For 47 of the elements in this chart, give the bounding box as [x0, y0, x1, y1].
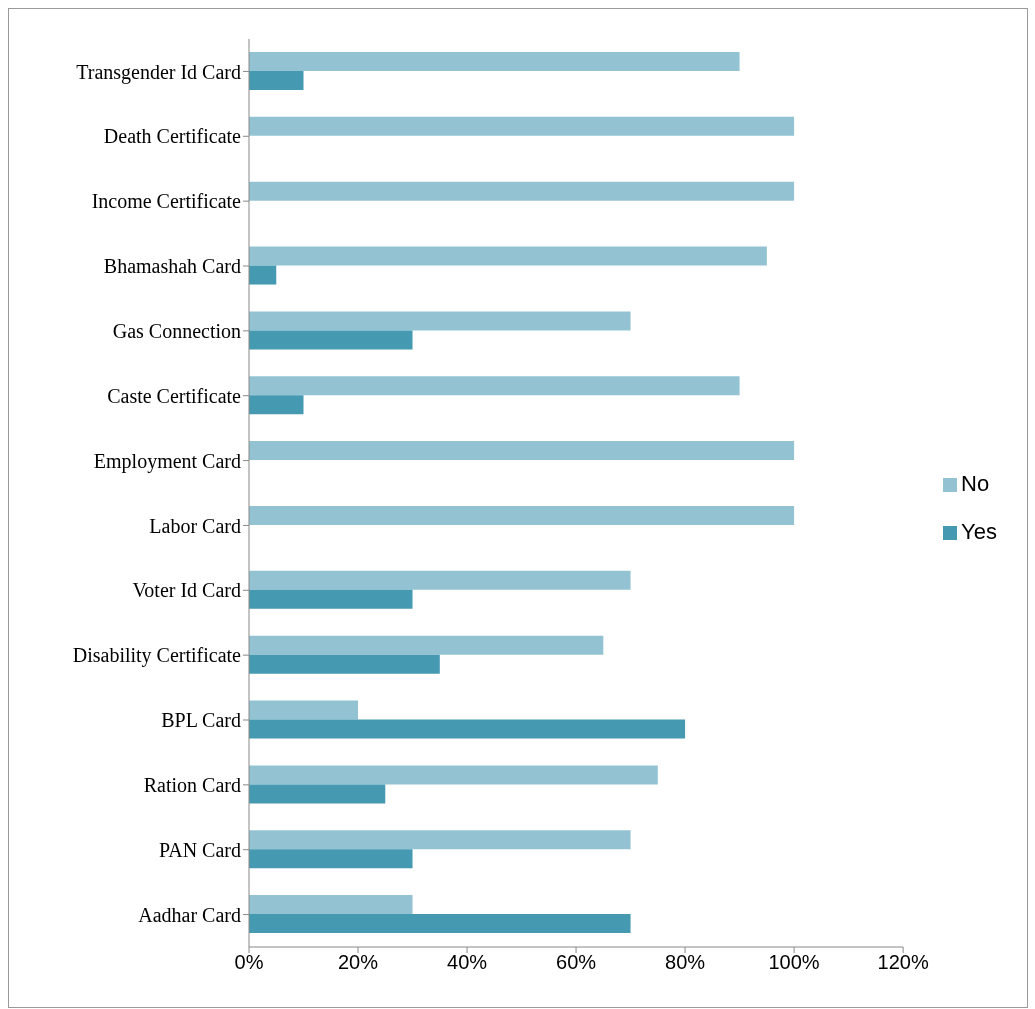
bar	[249, 635, 604, 655]
y-tick-label: Ration Card	[143, 773, 241, 796]
bar	[249, 765, 658, 785]
bar	[249, 654, 440, 674]
bar	[249, 376, 740, 396]
bar	[249, 700, 359, 720]
bar	[249, 914, 631, 934]
bar	[249, 265, 277, 285]
legend-label: Yes	[961, 519, 997, 544]
x-tick-label: 100%	[768, 951, 820, 974]
bar	[249, 505, 795, 525]
y-tick-label: Caste Certificate	[107, 384, 242, 407]
bar	[249, 570, 631, 590]
x-tick-label: 20%	[338, 951, 379, 974]
y-tick-label: Death Certificate	[103, 125, 242, 148]
bar	[249, 311, 631, 331]
y-tick-label: Transgender Id Card	[76, 60, 241, 84]
bar	[249, 719, 686, 739]
y-tick-label: PAN Card	[158, 838, 241, 861]
x-tick-label: 120%	[877, 951, 929, 974]
bar	[249, 70, 304, 90]
y-tick-label: Employment Card	[93, 449, 241, 473]
y-tick-label: Gas Connection	[112, 319, 241, 342]
y-tick-label: Income Certificate	[91, 190, 242, 213]
bar	[249, 849, 413, 869]
x-tick-label: 40%	[447, 951, 488, 974]
y-tick-label: Labor Card	[149, 514, 241, 537]
legend-label: No	[961, 471, 990, 496]
bar	[249, 784, 386, 804]
y-tick-label: Voter Id Card	[132, 579, 241, 602]
bar	[249, 246, 767, 266]
x-tick-label: 0%	[234, 951, 264, 974]
bar	[249, 441, 795, 461]
bar	[249, 181, 795, 201]
bar	[249, 830, 631, 850]
bar	[249, 116, 795, 136]
y-tick-label: Aadhar Card	[138, 903, 241, 926]
bar	[249, 330, 413, 350]
x-tick-label: 80%	[665, 951, 706, 974]
bar	[249, 51, 740, 71]
bar	[249, 895, 413, 915]
x-tick-label: 60%	[556, 951, 597, 974]
y-tick-label: BPL Card	[161, 709, 241, 732]
y-tick-label: Disability Certificate	[72, 644, 242, 668]
bar	[249, 395, 304, 415]
y-tick-label: Bhamashah Card	[103, 255, 241, 278]
bar	[249, 589, 413, 609]
